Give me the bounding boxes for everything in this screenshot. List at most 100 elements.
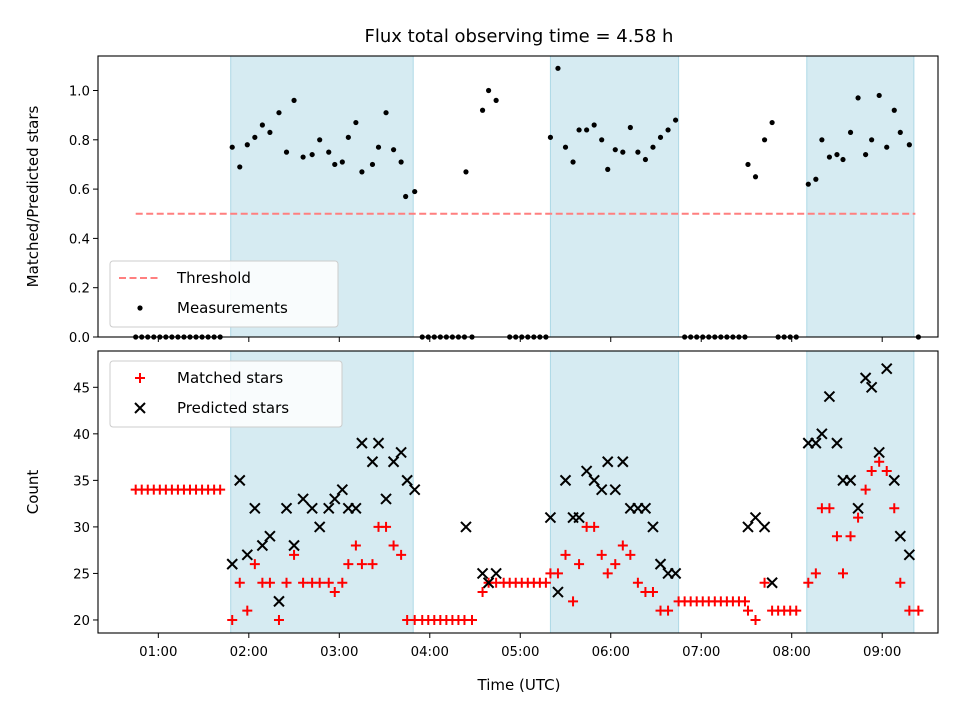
legend-label: Threshold [176, 269, 251, 287]
predicted-point [903, 549, 916, 561]
matched-point [742, 605, 753, 616]
measurement-point [605, 166, 611, 172]
measurement-point [761, 137, 768, 143]
predicted-point [749, 511, 762, 524]
predicted-point [573, 511, 585, 524]
predicted-point [256, 539, 269, 552]
measurement-point [300, 154, 306, 160]
measurement-point [752, 174, 759, 180]
measurement-point [847, 129, 854, 136]
y-axis-label: Matched/Predicted stars [24, 106, 42, 288]
predicted-point [595, 483, 608, 496]
matched-point [810, 568, 821, 579]
predicted-point [602, 456, 614, 468]
y-tick-label: 0.6 [69, 183, 90, 198]
predicted-point [639, 502, 652, 514]
matched-point [791, 605, 802, 616]
matched-point [845, 531, 856, 542]
measurement-point [769, 119, 775, 126]
matched-point [337, 577, 348, 588]
legend-label: Matched stars [177, 369, 283, 387]
measurement-point [657, 134, 664, 140]
predicted-point [559, 474, 572, 487]
measurement-point [375, 144, 382, 150]
predicted-point [816, 428, 828, 440]
legend-box [109, 260, 339, 328]
y-tick-label: 1.0 [69, 85, 90, 100]
measurement-point [906, 142, 912, 148]
predicted-point [380, 493, 392, 505]
measurement-point [244, 142, 250, 148]
matched-point [242, 605, 253, 616]
matched-point [750, 614, 761, 625]
matched-point [264, 577, 275, 588]
matched-point [323, 577, 334, 588]
matched-point [831, 531, 842, 542]
measurement-point [855, 95, 861, 101]
predicted-point [476, 567, 489, 580]
measurement-point [383, 110, 389, 116]
predicted-point [323, 502, 335, 514]
predicted-point [401, 474, 413, 487]
measurement-point [897, 129, 903, 136]
predicted-point [865, 381, 878, 394]
predicted-point [831, 437, 843, 449]
y-tick-label: 0.0 [69, 331, 90, 346]
matched-point [560, 549, 571, 560]
predicted-point [552, 586, 564, 598]
x-tick-label: 07:00 [682, 645, 720, 660]
measurement-point [403, 193, 409, 200]
measurement-point [485, 87, 492, 94]
measurement-point [591, 122, 597, 128]
matched-point [234, 577, 245, 588]
measurement-point [259, 122, 265, 128]
matched-point [329, 587, 340, 598]
matched-point [904, 605, 915, 616]
x-tick-label: 01:00 [139, 645, 177, 660]
x-tick-label: 02:00 [230, 645, 268, 660]
measurement-point [267, 129, 273, 136]
measurement-point [672, 117, 679, 123]
predicted-point [395, 446, 407, 459]
matched-point [477, 587, 488, 598]
predicted-point [336, 483, 349, 496]
measurement-point [359, 169, 365, 175]
x-tick-label: 09:00 [863, 645, 901, 660]
matched-point [881, 466, 892, 477]
predicted-point [894, 530, 907, 542]
measurement-point [562, 144, 569, 150]
y-tick-label: 20 [73, 614, 90, 629]
matched-point [568, 596, 579, 607]
predicted-point [372, 437, 385, 449]
measurement-point [612, 147, 618, 153]
measurement-point [635, 149, 641, 155]
predicted-point [226, 558, 238, 570]
measurement-point [283, 149, 290, 155]
x-axis-label: Time (UTC) [477, 676, 561, 694]
predicted-point [482, 577, 495, 589]
measurement-point [863, 151, 869, 158]
measurement-point [599, 137, 605, 143]
measurement-point [463, 169, 469, 175]
predicted-point [758, 521, 771, 533]
x-tick-label: 05:00 [501, 645, 539, 660]
matched-point [343, 559, 354, 570]
shaded-interval [550, 351, 679, 633]
y-tick-label: 0.8 [69, 134, 90, 149]
matched-point [853, 512, 864, 523]
measurement-point [555, 65, 561, 71]
matched-point [356, 559, 367, 570]
measurement-point [876, 92, 882, 99]
predicted-point [881, 362, 893, 375]
predicted-point [356, 437, 368, 449]
predicted-point [280, 502, 293, 514]
predicted-point [297, 493, 309, 505]
matched-point [467, 614, 478, 625]
measurement-point [493, 97, 499, 103]
predicted-point [234, 474, 246, 487]
predicted-point [490, 567, 502, 580]
matched-point [837, 568, 848, 579]
predicted-point [264, 530, 276, 542]
predicted-point [888, 474, 900, 487]
y-tick-label: 40 [73, 428, 90, 443]
